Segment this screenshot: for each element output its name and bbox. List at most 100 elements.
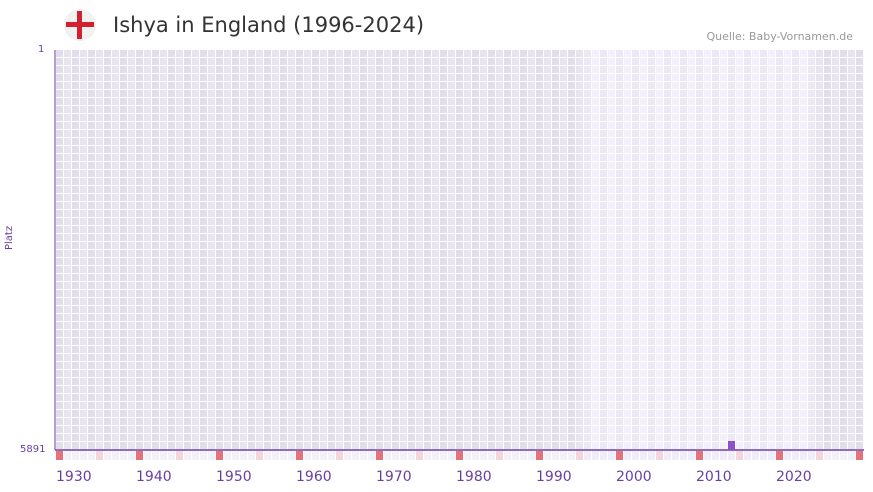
grid-column: [72, 50, 79, 449]
x-tick-2000: 2000: [616, 469, 652, 485]
grid-column: [776, 50, 783, 449]
year-marker: [304, 451, 311, 460]
grid-column: [360, 50, 367, 449]
year-marker: [752, 451, 759, 460]
grid-column: [280, 50, 287, 449]
bar-2014: [728, 441, 735, 450]
year-marker: [336, 451, 343, 460]
grid-column: [680, 50, 687, 449]
year-marker: [552, 451, 559, 460]
year-marker: [784, 451, 791, 460]
year-marker: [624, 451, 631, 460]
x-tick-1940: 1940: [136, 469, 172, 485]
grid-column: [728, 50, 735, 449]
grid-column: [440, 50, 447, 449]
year-marker: [72, 451, 79, 460]
year-marker: [144, 451, 151, 460]
grid-column: [496, 50, 503, 449]
grid-column: [200, 50, 207, 449]
year-marker: [808, 451, 815, 460]
year-marker: [712, 451, 719, 460]
grid-column: [480, 50, 487, 449]
grid-column: [224, 50, 231, 449]
year-marker: [296, 451, 303, 460]
year-marker: [208, 451, 215, 460]
year-marker: [512, 451, 519, 460]
grid-column: [648, 50, 655, 449]
grid-column: [520, 50, 527, 449]
grid-column: [456, 50, 463, 449]
grid-column: [592, 50, 599, 449]
year-marker: [856, 451, 863, 460]
grid-column: [152, 50, 159, 449]
grid-column: [328, 50, 335, 449]
year-marker: [480, 451, 487, 460]
grid-column: [56, 50, 63, 449]
source-link[interactable]: Quelle: Baby-Vornamen.de: [706, 30, 853, 43]
year-marker: [288, 451, 295, 460]
year-marker: [528, 451, 535, 460]
grid-column: [296, 50, 303, 449]
year-marker: [216, 451, 223, 460]
year-marker: [696, 451, 703, 460]
year-marker: [600, 451, 607, 460]
year-marker: [192, 451, 199, 460]
grid-column: [824, 50, 831, 449]
year-marker: [616, 451, 623, 460]
grid-column: [688, 50, 695, 449]
grid-column: [368, 50, 375, 449]
grid-column: [792, 50, 799, 449]
year-marker: [680, 451, 687, 460]
year-marker: [232, 451, 239, 460]
year-marker: [800, 451, 807, 460]
x-tick-1950: 1950: [216, 469, 252, 485]
grid-column: [112, 50, 119, 449]
year-marker: [840, 451, 847, 460]
x-tick-1980: 1980: [456, 469, 492, 485]
grid-column: [448, 50, 455, 449]
grid-column: [376, 50, 383, 449]
grid-column: [600, 50, 607, 449]
grid-column: [552, 50, 559, 449]
year-marker: [584, 451, 591, 460]
grid-column: [272, 50, 279, 449]
grid-column: [232, 50, 239, 449]
grid-column: [88, 50, 95, 449]
year-marker: [96, 451, 103, 460]
year-marker: [320, 451, 327, 460]
year-marker: [344, 451, 351, 460]
year-marker: [568, 451, 575, 460]
year-marker: [312, 451, 319, 460]
grid-column: [616, 50, 623, 449]
year-marker: [368, 451, 375, 460]
year-marker: [376, 451, 383, 460]
year-marker: [720, 451, 727, 460]
year-marker: [776, 451, 783, 460]
year-marker: [648, 451, 655, 460]
year-marker: [688, 451, 695, 460]
year-marker: [536, 451, 543, 460]
year-marker: [200, 451, 207, 460]
grid-column: [256, 50, 263, 449]
year-marker: [728, 451, 735, 460]
year-marker: [184, 451, 191, 460]
year-marker: [640, 451, 647, 460]
grid-column: [416, 50, 423, 449]
year-marker: [160, 451, 167, 460]
year-marker: [256, 451, 263, 460]
grid-column: [640, 50, 647, 449]
grid-column: [840, 50, 847, 449]
grid-column: [120, 50, 127, 449]
grid-column: [744, 50, 751, 449]
year-marker: [360, 451, 367, 460]
x-tick-1990: 1990: [536, 469, 572, 485]
grid-column: [784, 50, 791, 449]
grid-column: [136, 50, 143, 449]
grid-column: [168, 50, 175, 449]
year-marker: [632, 451, 639, 460]
grid-column: [736, 50, 743, 449]
grid-column: [80, 50, 87, 449]
year-marker: [392, 451, 399, 460]
year-marker: [272, 451, 279, 460]
